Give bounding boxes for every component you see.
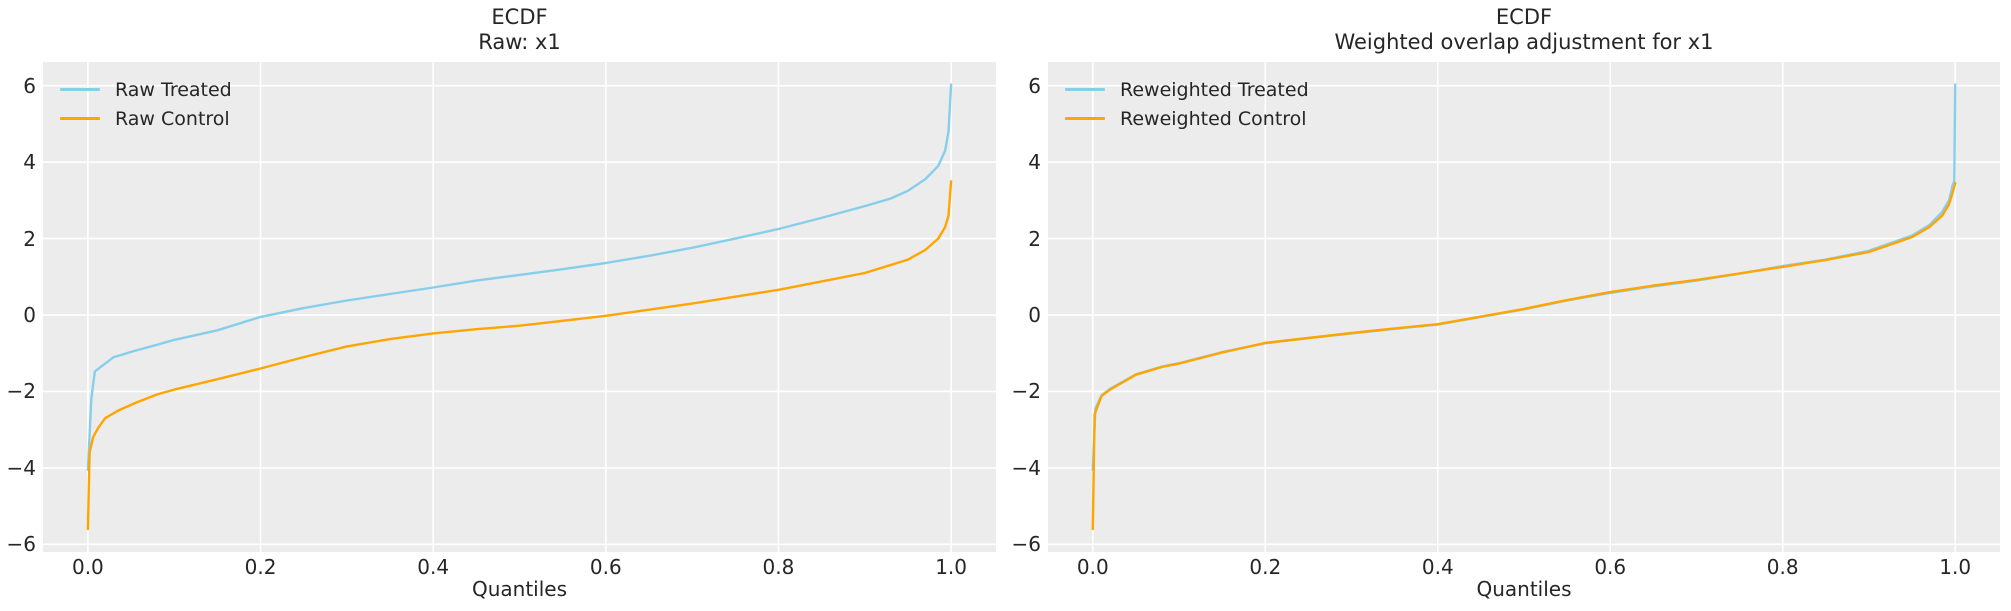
x-tick-label: 0.8 (1766, 555, 1799, 579)
legend-line-swatch (1065, 88, 1105, 91)
plot-title-line2: Raw: x1 (478, 30, 561, 54)
legend-line-swatch (1065, 117, 1105, 120)
x-tick-label: 0.0 (71, 555, 104, 579)
x-tick-label: 0.2 (244, 555, 277, 579)
x-tick-label: 0.4 (417, 555, 450, 579)
y-tick-label: −4 (1011, 455, 1041, 480)
legend-item: Reweighted Treated (1065, 75, 1309, 104)
y-tick-label: −2 (1011, 379, 1041, 404)
x-tick-label: 0.6 (589, 555, 622, 579)
series-line-reweighted-control (1091, 181, 1957, 531)
y-tick-label: 0 (1028, 303, 1041, 328)
y-tick-label: −2 (6, 379, 36, 404)
y-tick-label: 4 (23, 150, 36, 175)
x-tick-label: 0.4 (1421, 555, 1454, 579)
y-tick-label: 2 (23, 226, 36, 251)
series-line-raw-control (86, 180, 953, 531)
y-tick-label: 6 (1028, 73, 1041, 98)
y-tick-label: 2 (1028, 226, 1041, 251)
y-tick-label: −6 (6, 532, 36, 557)
y-tick-label: 6 (23, 73, 36, 98)
legend-label: Reweighted Control (1120, 107, 1307, 130)
x-tick-label: 0.6 (1594, 555, 1627, 579)
legend-line-swatch (60, 117, 100, 120)
legend-item: Reweighted Control (1065, 104, 1309, 133)
x-tick-label: 0.0 (1076, 555, 1109, 579)
y-tick-label: −4 (6, 455, 36, 480)
plot-title: ECDF Raw: x1 (43, 5, 996, 55)
plot-title-line1: ECDF (491, 5, 548, 29)
x-tick-label: 0.8 (762, 555, 795, 579)
axes-area (1048, 62, 2000, 552)
x-tick-label: 0.2 (1249, 555, 1282, 579)
y-tick-label: 0 (23, 303, 36, 328)
x-axis-label: Quantiles (1476, 577, 1572, 601)
y-tick-label: −6 (1011, 532, 1041, 557)
axes-area (43, 62, 996, 552)
plot-title-line1: ECDF (1495, 5, 1553, 29)
plot-title-line2: Weighted overlap adjustment for x1 (1334, 30, 1714, 54)
legend-label: Raw Control (115, 107, 230, 130)
legend: Raw Treated Raw Control (60, 75, 232, 133)
plot-title: ECDF Weighted overlap adjustment for x1 (1048, 5, 2000, 55)
legend-line-swatch (60, 88, 100, 91)
series-line-raw-treated (86, 83, 953, 471)
legend: Reweighted Treated Reweighted Control (1065, 75, 1309, 133)
x-tick-label: 1.0 (935, 555, 968, 579)
legend-item: Raw Treated (60, 75, 232, 104)
y-tick-label: 4 (1028, 150, 1041, 175)
x-axis-label: Quantiles (471, 577, 568, 601)
legend-label: Reweighted Treated (1120, 78, 1309, 101)
series-line-reweighted-treated (1091, 83, 1957, 471)
legend-label: Raw Treated (115, 78, 232, 101)
x-tick-label: 1.0 (1939, 555, 1972, 579)
legend-item: Raw Control (60, 104, 232, 133)
